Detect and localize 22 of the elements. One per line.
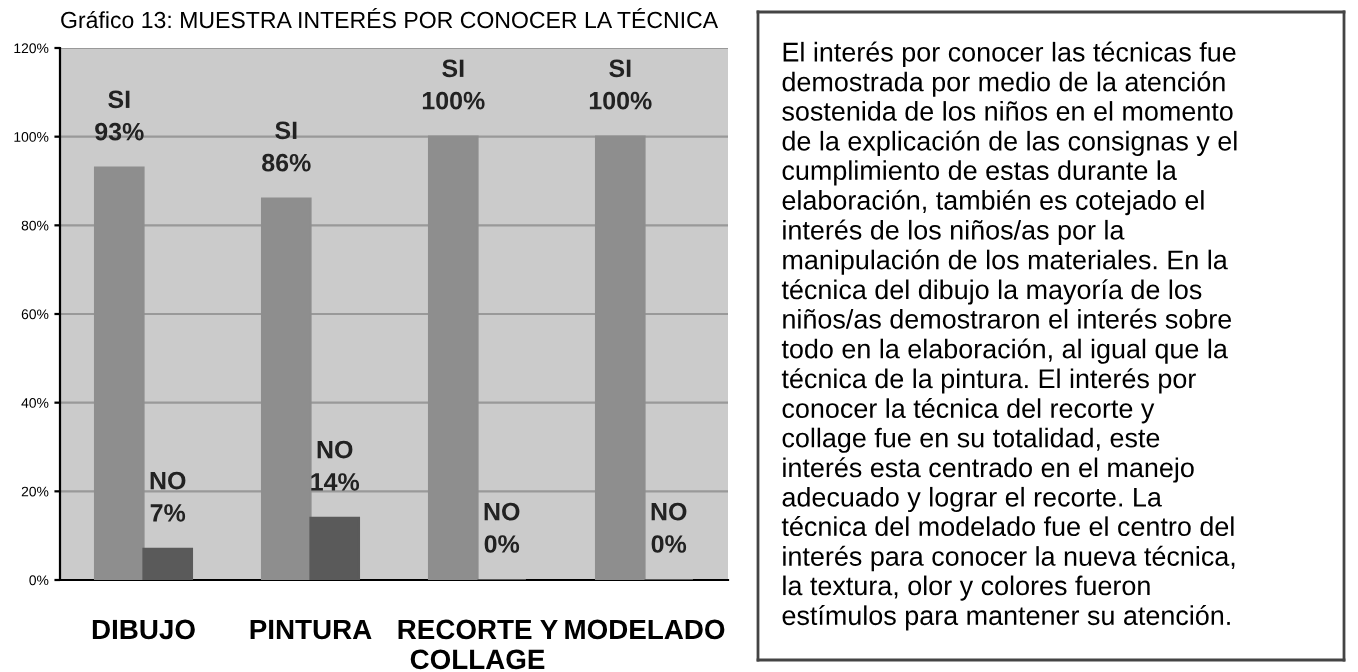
chart-title: Gráfico 13: MUESTRA INTERÉS POR CONOCER LA TÉCNICA — [61, 7, 719, 29]
x-tick-label: PINTURA — [250, 619, 372, 640]
data-label: 86% — [262, 153, 311, 172]
x-tick-label: DIBUJO — [92, 619, 195, 640]
data-label: 7% — [150, 504, 186, 522]
text: NO — [317, 440, 353, 459]
text: NO — [484, 502, 520, 521]
data-label: 0% — [484, 535, 520, 553]
text: SI — [442, 59, 464, 78]
text: NO — [150, 471, 186, 490]
data-label: 93% — [95, 122, 144, 141]
text: El interés por conocer las técnicas fue demostrada por medio de la atención sostenida de los niños en el momento de la explicación de las consignas y el cumplimiento de estas durante la elaboración, también es cotejado el interés de los niños/as por la manipulación de los materiales. En la técnica del dibujo la mayoría de los niños/as demostraron el interés sobre todo en la elaboración, al igual que la técnica de la pintura. El interés por conocer la técnica del recorte y collage fue en su totalidad, este interés esta centrado en el manejo adecuado y lograr el recorte. La técnica del modelado fue el centro del interés para conocer la nueva técnica, la textura, olor y colores fueron estímulos para mantener su atención. — [781, 41, 1237, 631]
x-tick-label: RECORTE Y COLLAGE — [398, 619, 558, 670]
data-label: 0% — [651, 535, 687, 553]
text: SI — [609, 59, 631, 78]
text: NO — [651, 502, 687, 521]
x-tick-label: MODELADO — [565, 619, 725, 640]
data-label: 14% — [311, 473, 360, 491]
text: SI — [108, 90, 130, 109]
data-label: 100% — [589, 91, 652, 110]
text: SI — [275, 121, 297, 140]
data-label: 100% — [422, 91, 485, 110]
